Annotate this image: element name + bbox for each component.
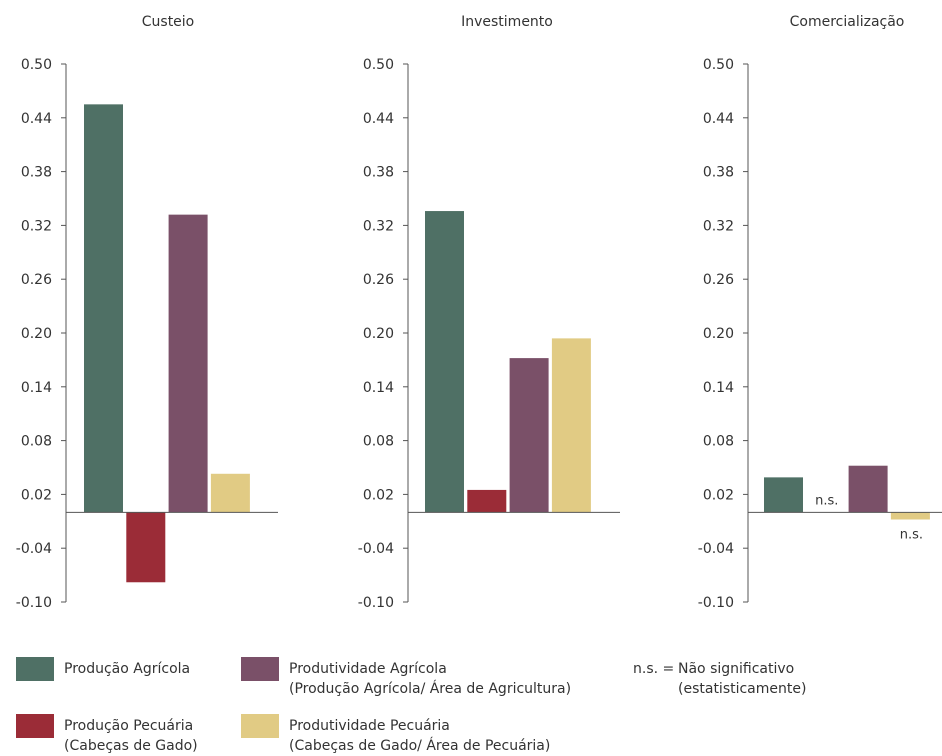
y-tick-label: 0.38	[21, 165, 52, 181]
y-tick-label: 0.14	[21, 380, 52, 396]
panel-title: Custeio	[142, 14, 195, 30]
y-tick-label: 0.50	[703, 57, 734, 73]
bar-3	[168, 214, 208, 513]
y-tick-label: 0.08	[703, 434, 734, 450]
y-tick-label: -0.04	[16, 541, 52, 557]
annotation-label: n.s.	[900, 528, 923, 543]
legend-label-producao-pecuaria: Produção Pecuária (Cabeças de Gado)	[64, 718, 198, 754]
y-tick-label: -0.10	[698, 595, 734, 611]
y-tick-label: 0.14	[703, 380, 734, 396]
legend-swatch-producao-agricola	[16, 657, 54, 681]
y-tick-label: 0.38	[363, 165, 394, 181]
y-tick-label: 0.32	[703, 218, 734, 234]
bar-1	[84, 104, 123, 513]
y-tick-label: 0.44	[703, 111, 734, 127]
bar-1	[764, 477, 803, 513]
y-tick-label: 0.14	[363, 380, 394, 396]
y-tick-label: 0.32	[363, 218, 394, 234]
y-tick-label: 0.50	[21, 57, 52, 73]
bar-2	[467, 489, 507, 513]
y-tick-label: 0.44	[363, 111, 394, 127]
legend-label-produtividade-agricola: Produtividade Agrícola (Produção Agrícol…	[289, 661, 572, 697]
chart-area: Custeio 0.50 0.44 0.38 0.32 0.26 0.20 0.14 0.08 0…	[16, 14, 942, 611]
y-tick-label: 0.02	[703, 487, 734, 503]
y-tick-label: 0.20	[703, 326, 734, 342]
y-tick-label: 0.02	[363, 487, 394, 503]
legend-label-produtividade-pecuaria: Produtividade Pecuária (Cabeças de Gado/…	[289, 718, 551, 754]
bar-2	[126, 512, 166, 583]
chart-panel-3: Comercialização 0.50 0.44 0.38 0.32 0.26 0.20 0…	[698, 14, 942, 611]
y-tick-label: 0.26	[21, 272, 52, 288]
bar-4	[551, 338, 591, 513]
y-tick-label: 0.38	[703, 165, 734, 181]
y-tick-label: 0.50	[363, 57, 394, 73]
y-tick-label: 0.08	[21, 434, 52, 450]
panel-title: Investimento	[461, 14, 553, 30]
panel-title: Comercialização	[790, 14, 905, 30]
bar-3	[509, 358, 549, 513]
bar-1	[425, 211, 464, 513]
bar-4	[210, 473, 250, 513]
y-tick-label: -0.04	[358, 541, 394, 557]
y-tick-label: 0.20	[21, 326, 52, 342]
y-tick-label: 0.02	[21, 487, 52, 503]
y-tick-label: -0.04	[698, 541, 734, 557]
y-tick-label: 0.44	[21, 111, 52, 127]
y-tick-label: 0.26	[703, 272, 734, 288]
y-tick-label: -0.10	[16, 595, 52, 611]
y-tick-label: 0.08	[363, 434, 394, 450]
chart-panel-1: Custeio 0.50 0.44 0.38 0.32 0.26 0.20 0.14 0.08 0…	[16, 14, 278, 611]
bar-3	[848, 465, 888, 513]
y-tick-label: 0.32	[21, 218, 52, 234]
legend-note-text: Não significativo (estatisticamente)	[678, 661, 807, 697]
legend-swatch-produtividade-pecuaria	[241, 714, 279, 738]
y-tick-label: 0.26	[363, 272, 394, 288]
legend-swatch-producao-pecuaria	[16, 714, 54, 738]
bar-4	[890, 512, 930, 520]
legend-note-key: n.s. =	[633, 661, 675, 677]
chart-panel-2: Investimento 0.50 0.44 0.38 0.32 0.26 0.20 0.14…	[358, 14, 620, 611]
annotation-label: n.s.	[815, 493, 838, 508]
y-tick-label: -0.10	[358, 595, 394, 611]
y-tick-label: 0.20	[363, 326, 394, 342]
legend-label-producao-agricola: Produção Agrícola	[64, 661, 191, 677]
legend-swatch-produtividade-agricola	[241, 657, 279, 681]
